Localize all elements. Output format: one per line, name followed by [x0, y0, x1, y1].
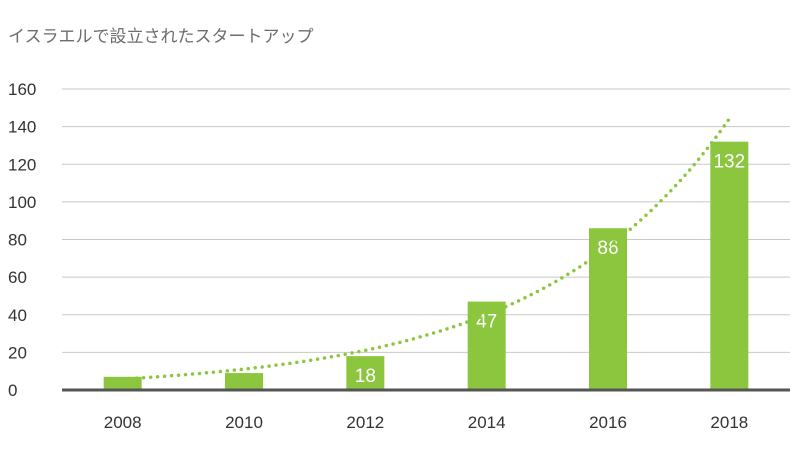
y-tick-label: 140: [8, 118, 36, 137]
bar: [346, 356, 385, 390]
y-tick-label: 20: [8, 343, 27, 362]
data-label: 86: [597, 238, 618, 259]
x-tick-label: 2008: [104, 413, 142, 432]
data-label: 132: [713, 152, 745, 173]
bar: [589, 228, 627, 390]
data-label: 18: [355, 366, 376, 387]
y-tick-label: 100: [8, 193, 36, 212]
bar: [103, 376, 142, 390]
y-tick-label: 40: [8, 306, 27, 325]
chart-title: イスラエルで設立されたスタートアップ: [8, 27, 314, 47]
y-tick-label: 120: [8, 155, 36, 174]
x-tick-label: 2016: [589, 413, 627, 432]
bar: [710, 141, 749, 390]
bar: [225, 373, 263, 390]
x-tick-label: 2014: [468, 413, 506, 432]
y-tick-label: 60: [8, 268, 27, 287]
x-tick-label: 2018: [710, 413, 748, 432]
trendline: [120, 116, 732, 381]
x-tick-label: 2010: [225, 413, 263, 432]
y-tick-label: 0: [8, 381, 17, 400]
y-tick-label: 80: [8, 231, 27, 250]
y-tick-label: 160: [8, 80, 36, 99]
x-tick-label: 2012: [346, 413, 384, 432]
